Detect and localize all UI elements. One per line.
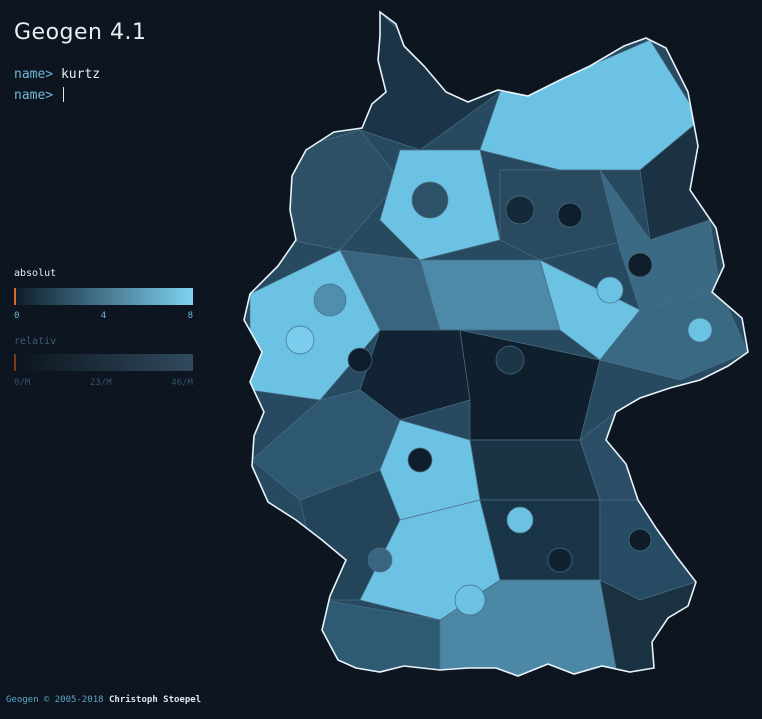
legend-relative-marker bbox=[14, 354, 16, 371]
footer-copyright: Geogen © 2005-2018 bbox=[6, 695, 104, 705]
console-line-1: name> kurtz bbox=[14, 67, 100, 82]
app-title: Geogen 4.1 bbox=[14, 20, 147, 45]
console-input-line[interactable]: name> bbox=[14, 87, 64, 103]
legend-absolute-gradient bbox=[14, 288, 193, 305]
legend-absolute-tick: 0 bbox=[14, 311, 20, 321]
prompt-label: name> bbox=[14, 67, 54, 82]
footer: Geogen © 2005-2018 Christoph Stoepel bbox=[6, 695, 201, 705]
text-cursor bbox=[62, 87, 64, 102]
map-regions bbox=[244, 12, 748, 676]
legend-absolute-tick: 8 bbox=[187, 311, 193, 321]
legend-relative-gradient bbox=[14, 354, 193, 371]
prompt-label: name> bbox=[14, 88, 54, 103]
name-query-value: kurtz bbox=[60, 67, 101, 82]
legend-absolute-label: absolut bbox=[14, 268, 57, 279]
legend-relative-label: relativ bbox=[14, 336, 57, 347]
footer-author[interactable]: Christoph Stoepel bbox=[108, 695, 202, 705]
legend-absolute-ticks: 0 4 8 bbox=[14, 311, 193, 321]
legend-relative-tick: 23/M bbox=[89, 378, 112, 388]
legend-absolute-tick: 4 bbox=[100, 311, 107, 321]
legend-relative-tick: 0/M bbox=[14, 378, 31, 388]
legend-relative-ticks: 0/M 23/M 46/M bbox=[14, 378, 193, 388]
legend-relative-tick: 46/M bbox=[171, 378, 193, 388]
legend-absolute-marker bbox=[14, 288, 16, 305]
